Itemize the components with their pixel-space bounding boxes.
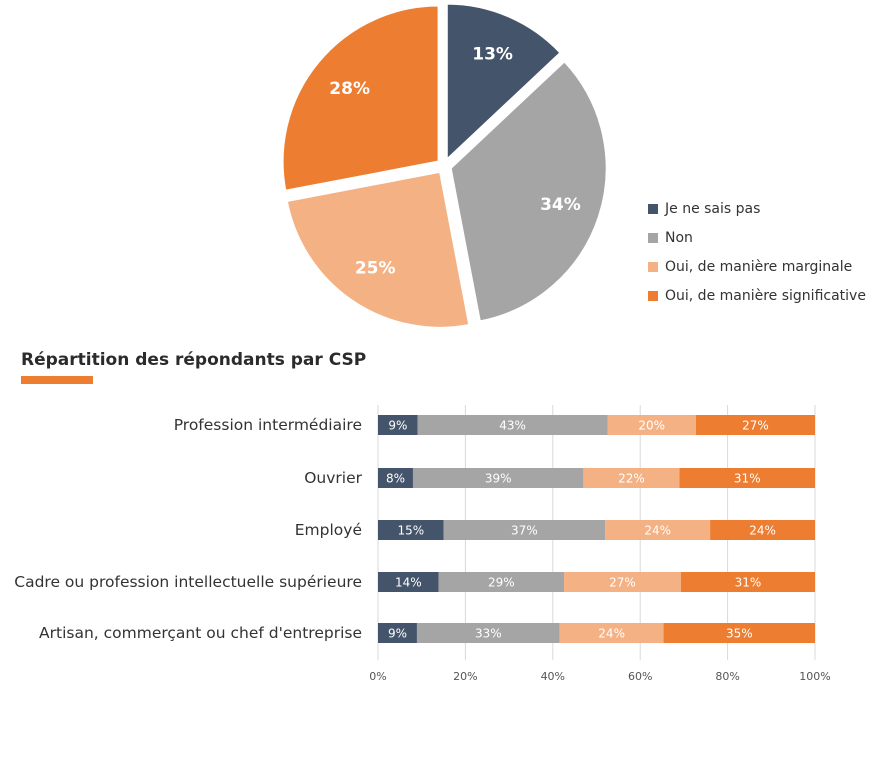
x-tick-label: 40% [541,670,565,683]
pie-slice-label: 25% [355,258,396,278]
legend-label: Oui, de manière marginale [665,258,853,275]
bar-data-label: 37% [511,524,538,538]
legend-item-je-ne-sais-pas: Je ne sais pas [648,194,866,223]
legend-swatch [648,261,658,272]
pie-slice-label: 13% [472,45,513,65]
bar-segment [378,623,417,643]
pie-slice-3 [281,4,440,192]
bar-segment [679,468,815,488]
bar-data-label: 9% [388,627,407,641]
category-label: Profession intermédiaire [174,416,362,434]
bar-data-label: 35% [726,627,753,641]
bar-data-label: 31% [735,576,762,590]
bar-segment [680,572,815,592]
bar-segment [438,572,565,592]
bar-data-label: 14% [395,576,422,590]
legend-swatch [648,203,658,214]
category-label: Employé [295,521,362,539]
bar-data-label: 29% [488,576,515,590]
bar-segment [605,520,711,540]
bar-segment [378,572,439,592]
x-tick-label: 60% [628,670,652,683]
category-label: Ouvrier [304,469,362,487]
pie-slice-2 [285,170,471,329]
x-tick-label: 0% [369,670,386,683]
bar-data-label: 15% [397,524,424,538]
x-tick-label: 80% [715,670,739,683]
pie-slice-label: 28% [329,79,370,99]
bar-data-label: 33% [475,627,502,641]
bar-segment [378,468,413,488]
bar-data-label: 27% [609,576,636,590]
bar-data-label: 27% [742,419,769,433]
legend-item-oui-marginale: Oui, de manière marginale [648,252,866,281]
legend-item-oui-significative: Oui, de manière significative [648,281,866,310]
legend-swatch [648,232,658,243]
bar-data-label: 24% [749,524,776,538]
bar-data-label: 24% [598,627,625,641]
bar-segment [378,415,418,435]
stacked-bar-chart: 0% 20% 40% 60% 80% 100% Profession intermédiai… [14,405,831,683]
pie-slice-0 [445,2,562,162]
bar-data-label: 43% [499,419,526,433]
bar-data-label: 24% [644,524,671,538]
bar-data-label: 31% [734,472,761,486]
bar-segment [695,415,815,435]
bar-segment [443,520,606,540]
pie-slice-1 [449,59,608,323]
bar-segment [412,468,584,488]
bar-data-label: 8% [386,472,405,486]
title-underline [21,376,93,384]
bar-data-label: 22% [618,472,645,486]
x-tick-label: 20% [453,670,477,683]
bar-segment [583,468,680,488]
bar-segment [607,415,696,435]
bar-data-label: 9% [388,419,407,433]
bar-data-label: 39% [485,472,512,486]
category-label: Artisan, commerçant ou chef d'entreprise [39,624,362,642]
legend-label: Non [665,229,693,246]
bar-segment [564,572,681,592]
bar-segment [663,623,815,643]
legend-swatch [648,290,658,301]
legend-label: Oui, de manière significative [665,287,866,304]
pie-slice-label: 34% [540,195,581,215]
bar-segment [710,520,815,540]
bar-segment [559,623,664,643]
bar-segment [417,415,608,435]
legend-label: Je ne sais pas [665,200,761,217]
legend-item-non: Non [648,223,866,252]
pie-legend: Je ne sais pas Non Oui, de manière margi… [648,194,866,310]
x-tick-label: 100% [799,670,830,683]
bar-segment [378,520,444,540]
bar-segment [416,623,560,643]
category-label: Cadre ou profession intellectuelle supér… [14,573,362,591]
pie-chart: 13% 34% 25% 28% [281,2,608,329]
section-title: Répartition des répondants par CSP [21,350,367,370]
bar-data-label: 20% [638,419,665,433]
